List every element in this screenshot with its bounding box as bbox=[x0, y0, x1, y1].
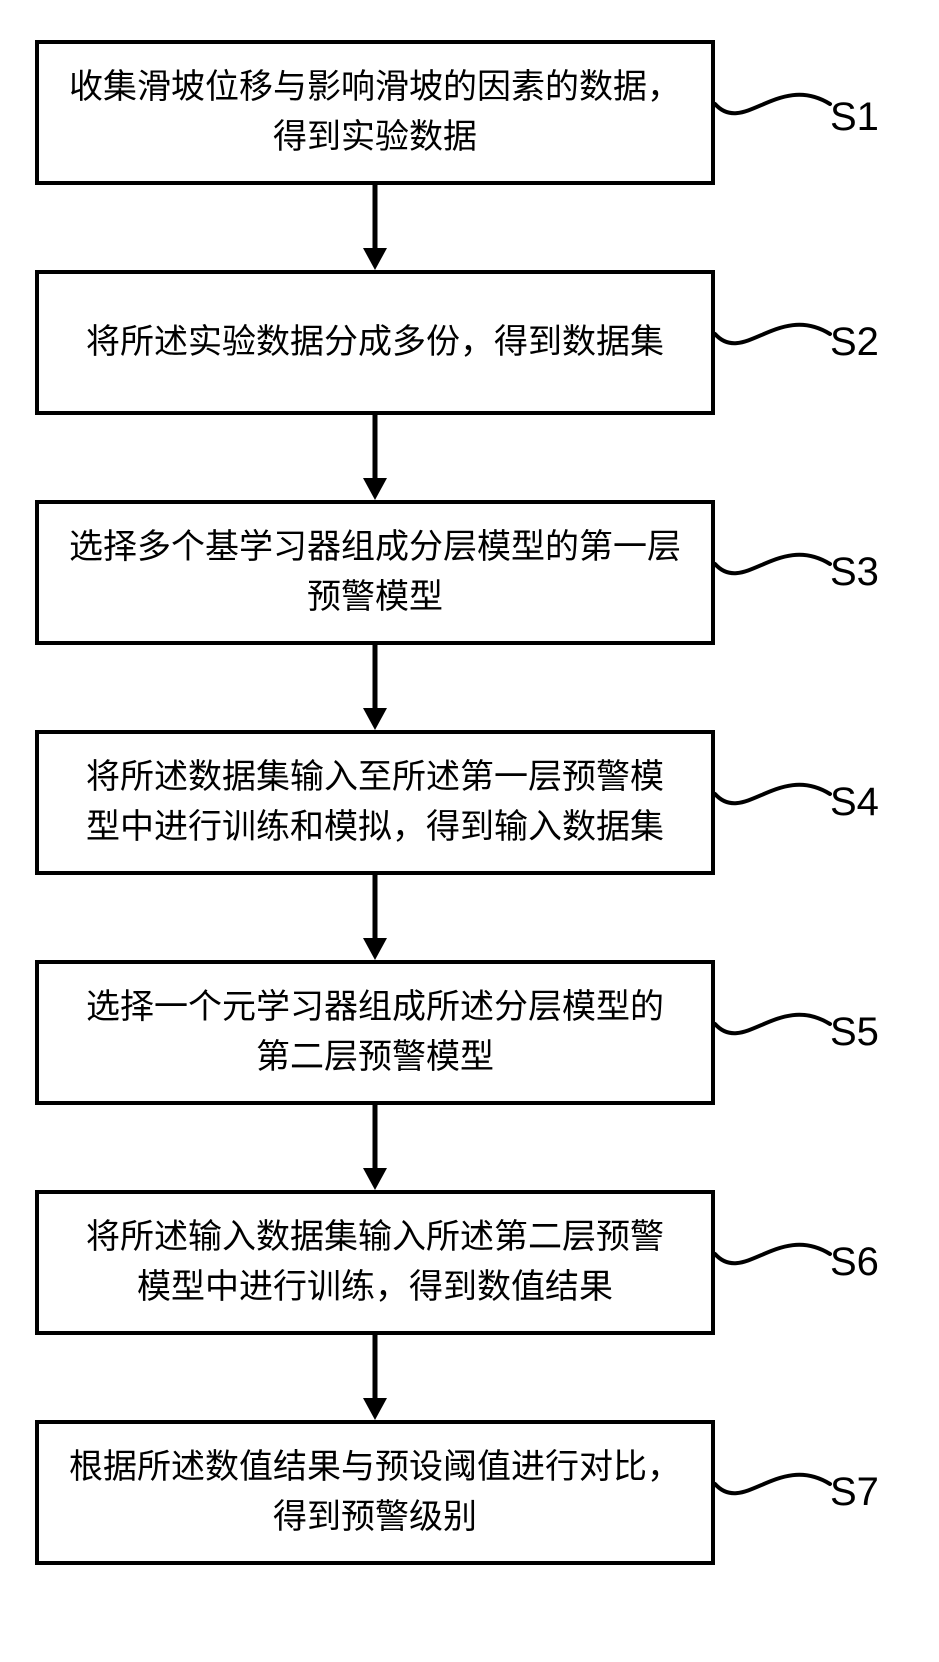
step-box-s2: 将所述实验数据分成多份，得到数据集 bbox=[35, 270, 715, 415]
flow-arrow bbox=[345, 645, 405, 730]
step-box-s3: 选择多个基学习器组成分层模型的第一层预警模型 bbox=[35, 500, 715, 645]
step-text: 将所述输入数据集输入所述第二层预警模型中进行训练，得到数值结果 bbox=[86, 1213, 664, 1312]
flow-arrow bbox=[345, 1335, 405, 1420]
step-text: 将所述数据集输入至所述第一层预警模型中进行训练和模拟，得到输入数据集 bbox=[86, 753, 664, 852]
step-label: S7 bbox=[830, 1470, 879, 1515]
step-label: S1 bbox=[830, 95, 879, 140]
flow-arrow bbox=[345, 185, 405, 270]
step-label: S2 bbox=[830, 320, 879, 365]
step-box-s5: 选择一个元学习器组成所述分层模型的第二层预警模型 bbox=[35, 960, 715, 1105]
step-text: 选择多个基学习器组成分层模型的第一层预警模型 bbox=[69, 523, 681, 622]
step-box-s7: 根据所述数值结果与预设阈值进行对比，得到预警级别 bbox=[35, 1420, 715, 1565]
step-box-s4: 将所述数据集输入至所述第一层预警模型中进行训练和模拟，得到输入数据集 bbox=[35, 730, 715, 875]
flow-arrow bbox=[345, 1105, 405, 1190]
squiggle-connector bbox=[715, 60, 830, 140]
squiggle-connector bbox=[715, 520, 830, 600]
flow-arrow bbox=[345, 875, 405, 960]
step-label: S5 bbox=[830, 1010, 879, 1055]
squiggle-connector bbox=[715, 1440, 830, 1520]
step-text: 选择一个元学习器组成所述分层模型的第二层预警模型 bbox=[86, 983, 664, 1082]
flowchart-canvas: 收集滑坡位移与影响滑坡的因素的数据，得到实验数据 S1 将所述实验数据分成多份，得到… bbox=[0, 0, 939, 1662]
step-box-s1: 收集滑坡位移与影响滑坡的因素的数据，得到实验数据 bbox=[35, 40, 715, 185]
step-label: S6 bbox=[830, 1240, 879, 1285]
squiggle-connector bbox=[715, 1210, 830, 1290]
squiggle-connector bbox=[715, 290, 830, 370]
step-text: 将所述实验数据分成多份，得到数据集 bbox=[86, 318, 664, 367]
squiggle-connector bbox=[715, 750, 830, 830]
flow-arrow bbox=[345, 415, 405, 500]
step-text: 收集滑坡位移与影响滑坡的因素的数据，得到实验数据 bbox=[69, 63, 681, 162]
step-text: 根据所述数值结果与预设阈值进行对比，得到预警级别 bbox=[69, 1443, 681, 1542]
step-label: S4 bbox=[830, 780, 879, 825]
squiggle-connector bbox=[715, 980, 830, 1060]
step-box-s6: 将所述输入数据集输入所述第二层预警模型中进行训练，得到数值结果 bbox=[35, 1190, 715, 1335]
step-label: S3 bbox=[830, 550, 879, 595]
